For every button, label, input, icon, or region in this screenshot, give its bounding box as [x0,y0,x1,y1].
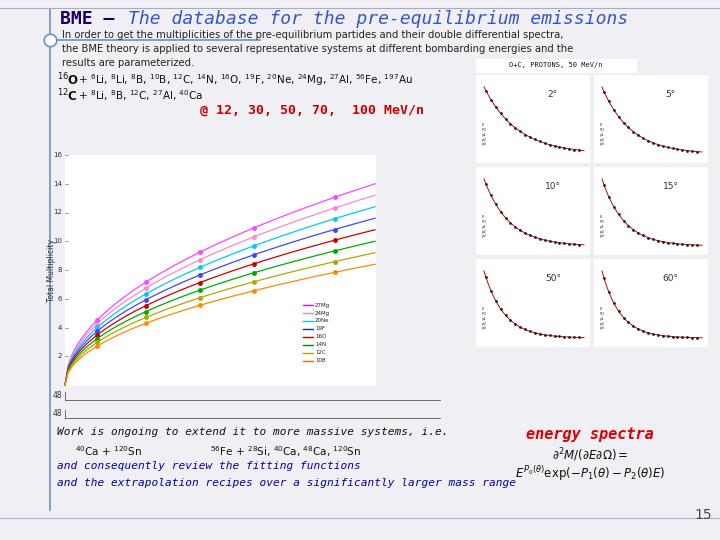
Bar [594,75,707,162]
Text: E
P0
p1
p2
p3: E P0 p1 p2 p3 [482,123,487,146]
Text: 15°: 15° [663,181,679,191]
Text: 10: 10 [53,238,62,244]
Text: 5°: 5° [666,90,676,99]
Text: The database for the pre-equilibrium emissions: The database for the pre-equilibrium emi… [128,10,629,28]
Text: BME –: BME – [60,10,125,28]
Text: E
P0
p1
p2
p3: E P0 p1 p2 p3 [600,123,605,146]
Text: 48: 48 [53,392,62,401]
Text: 19F: 19F [315,327,325,332]
Text: 4: 4 [58,325,62,330]
Text: 20Ne: 20Ne [315,319,330,323]
Text: + $^8$Li, $^8$B, $^{12}$C, $^{27}$Al, $^{40}$Ca: + $^8$Li, $^8$B, $^{12}$C, $^{27}$Al, $^… [78,88,203,103]
Bar [594,259,707,346]
Text: 14N: 14N [315,342,326,348]
Text: 8: 8 [58,267,62,273]
Text: 24Mg: 24Mg [315,310,330,315]
Text: 6: 6 [58,296,62,302]
Text: E
P0
p1
p2
p3: E P0 p1 p2 p3 [600,215,605,239]
Text: 2°: 2° [548,90,558,99]
Text: Total Multiplicity: Total Multiplicity [47,239,55,301]
Text: $^{16}$O: $^{16}$O [57,72,79,89]
Bar [476,59,636,72]
Text: 48: 48 [53,409,62,418]
Text: + $^6$Li, $^8$Li, $^8$B, $^{10}$B, $^{12}$C, $^{14}$N, $^{16}$O, $^{19}$F, $^{20: + $^6$Li, $^8$Li, $^8$B, $^{10}$B, $^{12… [78,72,413,88]
Bar [476,259,589,346]
Bar [476,167,589,254]
Text: $^{56}$Fe + $^{28}$Si, $^{40}$Ca, $^{48}$Ca, $^{120}$Sn: $^{56}$Fe + $^{28}$Si, $^{40}$Ca, $^{48}… [210,444,361,459]
Text: 16: 16 [53,152,62,158]
Text: 15: 15 [694,508,712,522]
Text: 10°: 10° [545,181,561,191]
Text: $E^{P_0(\theta)}\exp(-P_1(\theta) - P_2(\theta)E)$: $E^{P_0(\theta)}\exp(-P_1(\theta) - P_2(… [515,464,665,483]
Text: 27Mg: 27Mg [315,302,330,307]
Bar [476,75,589,162]
Bar [300,297,370,365]
Text: Work is ongoing to extend it to more massive systems, i.e.: Work is ongoing to extend it to more mas… [57,427,449,437]
Text: $\partial^2 M/(\partial E\partial\Omega) =$: $\partial^2 M/(\partial E\partial\Omega)… [552,446,629,464]
Text: E
P0
p1
p2
p3: E P0 p1 p2 p3 [482,307,487,330]
Text: @ 12, 30, 50, 70,  100 MeV/n: @ 12, 30, 50, 70, 100 MeV/n [200,104,424,117]
Text: 16O: 16O [315,334,326,340]
Text: $^{40}$Ca + $^{120}$Sn: $^{40}$Ca + $^{120}$Sn [75,444,142,458]
Text: 14: 14 [53,181,62,187]
Bar [65,155,375,385]
Text: 10B: 10B [315,359,325,363]
Text: E
P0
p1
p2
p3: E P0 p1 p2 p3 [482,215,487,239]
Text: In order to get the multiplicities of the pre-equilibrium partides and their dou: In order to get the multiplicities of th… [62,30,573,68]
Text: energy spectra: energy spectra [526,427,654,442]
Text: E
P0
p1
p2
p3: E P0 p1 p2 p3 [600,307,605,330]
Text: 50°: 50° [545,274,561,282]
Bar [594,167,707,254]
Text: 2: 2 [58,353,62,359]
Text: and the extrapolation recipes over a significantly larger mass range: and the extrapolation recipes over a sig… [57,478,516,488]
Text: 12: 12 [53,210,62,215]
Text: 12C: 12C [315,350,325,355]
Text: O+C, PROTONS, 50 MeV/n: O+C, PROTONS, 50 MeV/n [509,63,603,69]
Text: $^{12}$C: $^{12}$C [57,88,78,105]
Text: and consequently review the fitting functions: and consequently review the fitting func… [57,461,361,471]
Text: 60°: 60° [663,274,679,282]
